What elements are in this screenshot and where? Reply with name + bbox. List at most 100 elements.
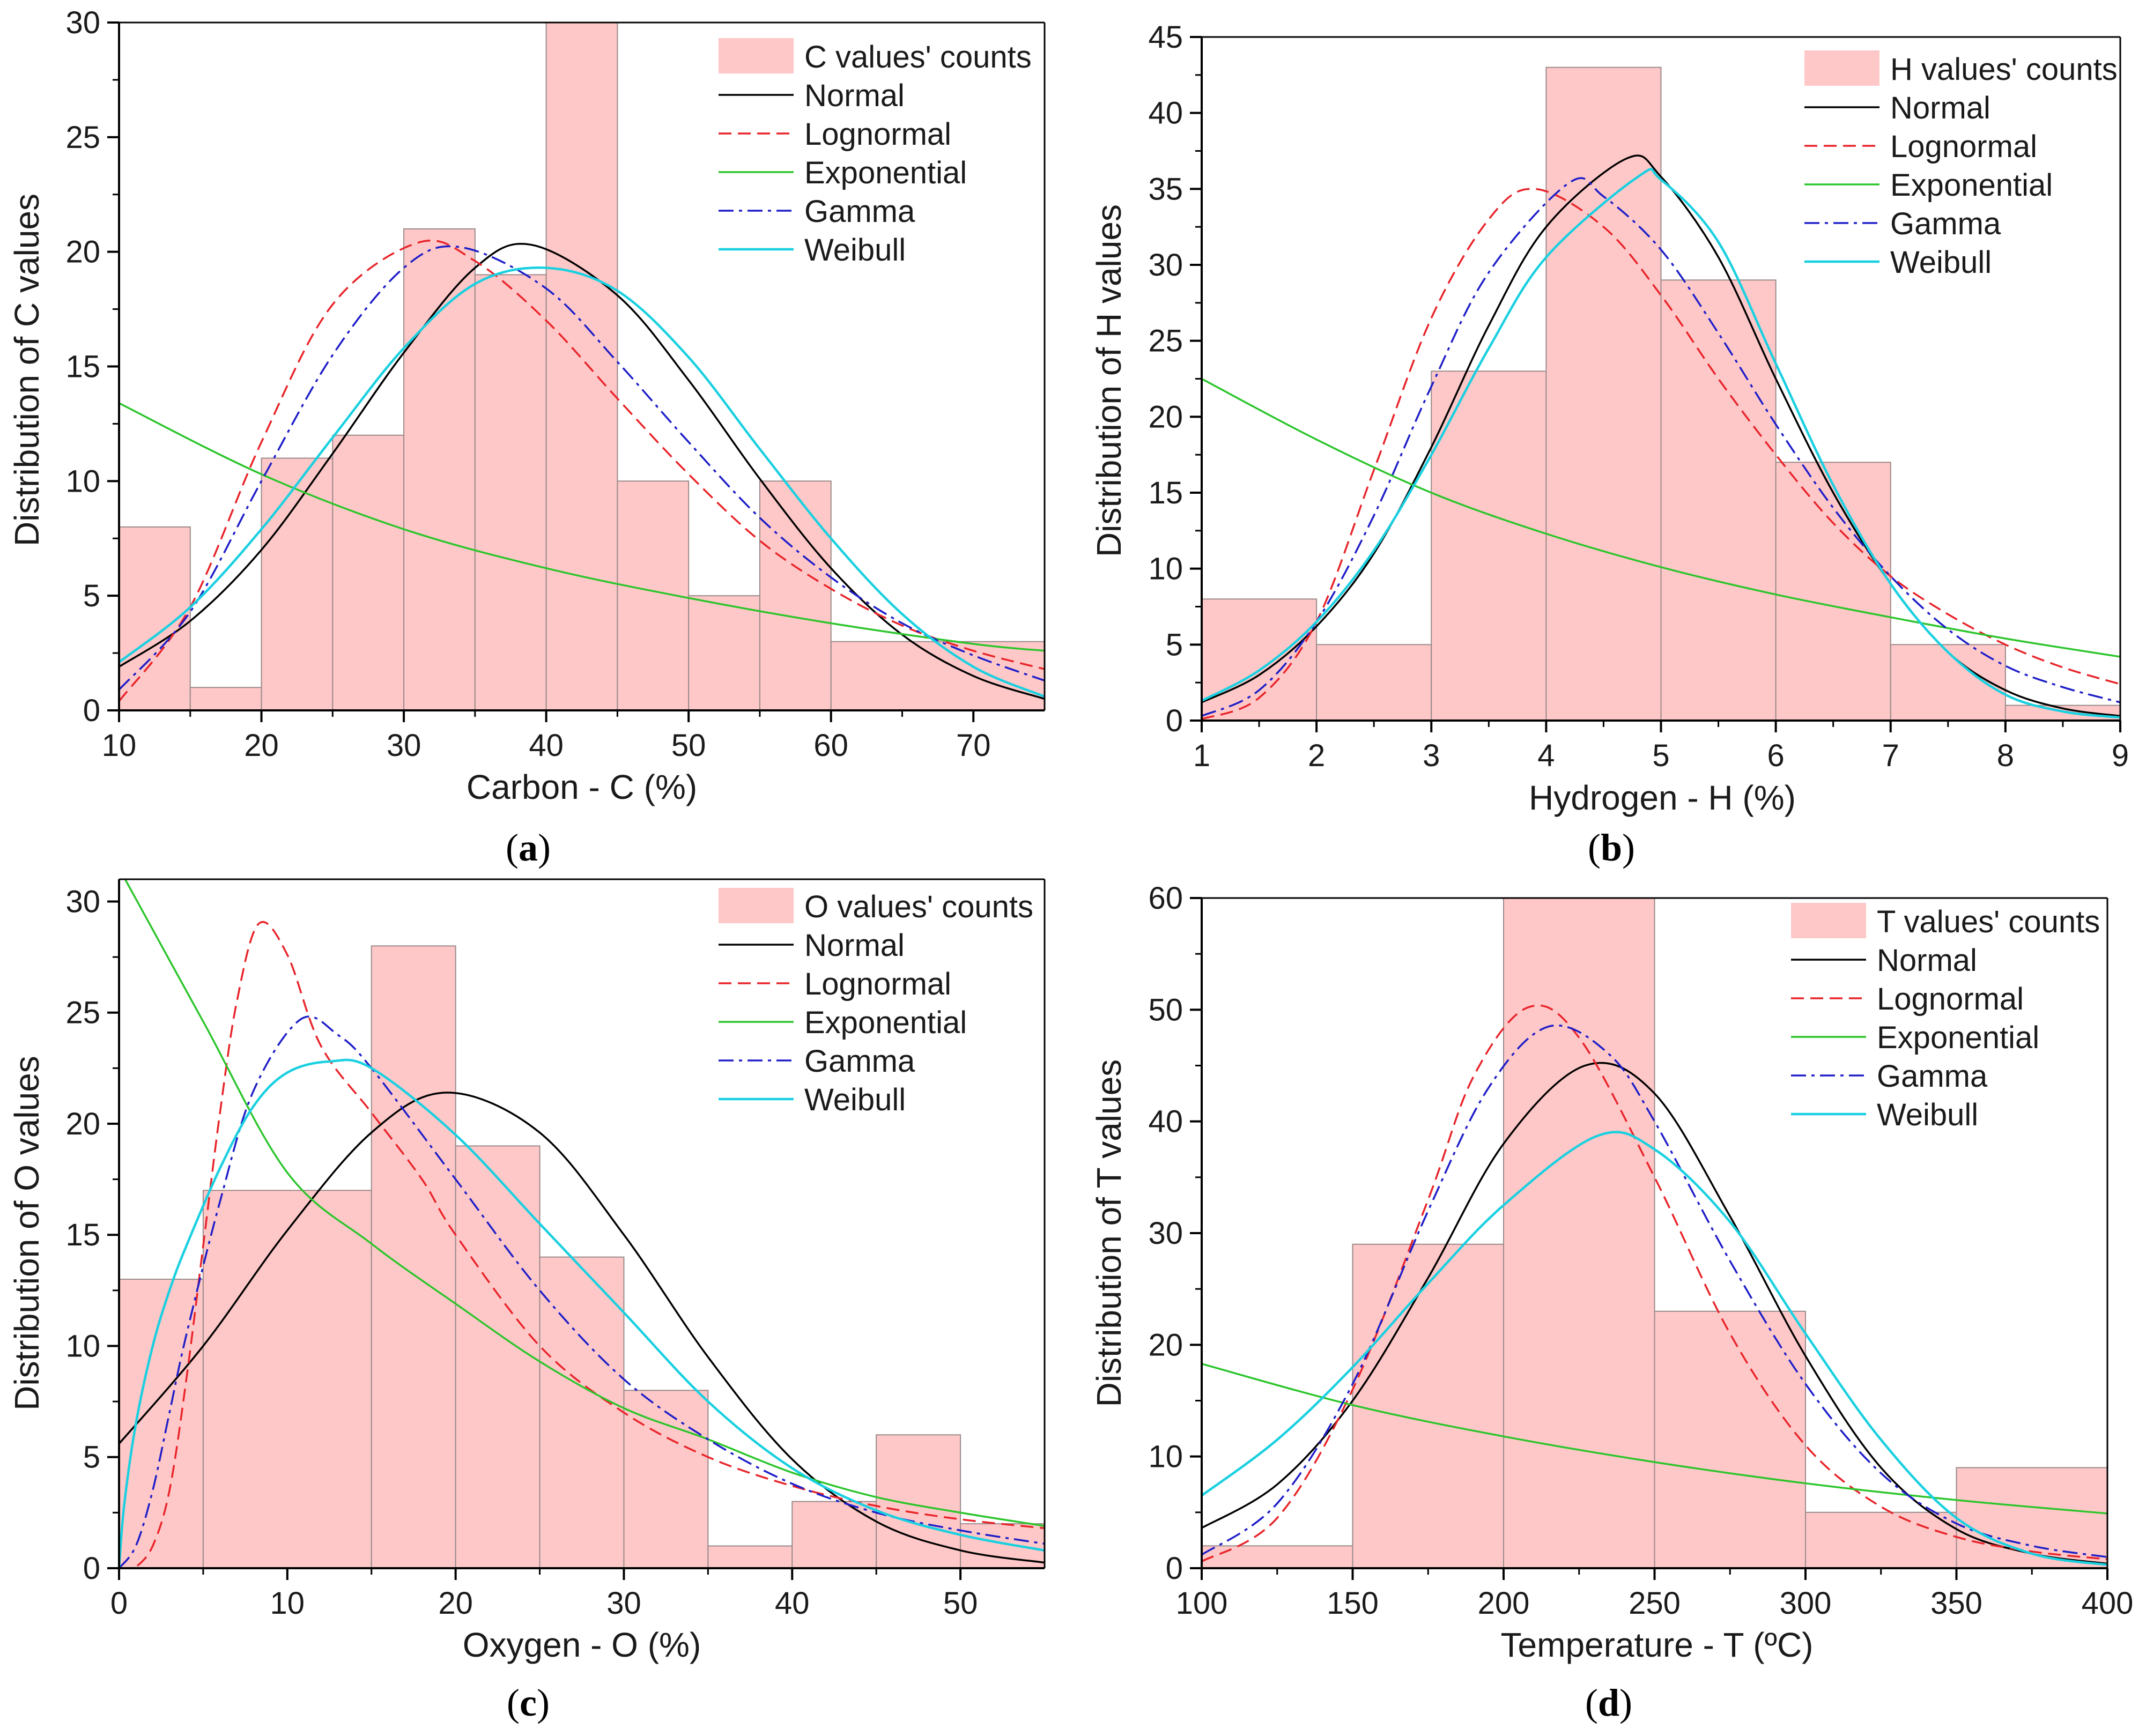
y-tick-label-c-1: 5 (83, 1440, 100, 1475)
x-tick-label-d-1: 150 (1327, 1586, 1379, 1621)
histogram-bar-d-4 (1805, 1511, 1957, 1568)
panel-b-legend: H values' counts Normal Lognormal Exponenti… (1804, 50, 2118, 280)
panel-b-ylabel: Distribution of H values (1090, 204, 1128, 557)
panel-c-legend: O values' counts Normal Lognormal Exponenti… (719, 888, 1033, 1117)
histogram-bar-d-0 (1202, 1545, 1353, 1568)
x-tick-label-c-2: 20 (438, 1586, 473, 1621)
x-tick-label-d-4: 300 (1780, 1586, 1832, 1621)
y-tick-label-a-5: 25 (65, 120, 100, 155)
x-tick-label-c-5: 50 (943, 1586, 978, 1621)
x-tick-label-a-6: 70 (956, 728, 991, 763)
legend-label-4-b: Gamma (1890, 206, 2001, 241)
panel-a-bars (119, 23, 1045, 710)
x-tick-label-a-2: 30 (387, 728, 421, 763)
y-tick-label-b-7: 35 (1148, 172, 1183, 206)
y-tick-label-a-0: 0 (83, 693, 100, 728)
panel-d: Distribution of T values Temperature - T… (1090, 881, 2133, 1724)
histogram-bar-a-0 (119, 526, 191, 710)
curve-exponential-a (119, 402, 1045, 652)
y-tick-label-d-3: 30 (1148, 1216, 1183, 1251)
y-tick-label-d-4: 40 (1148, 1104, 1183, 1139)
panel-d-xlabel: Temperature - T (ºC) (1501, 1626, 1814, 1664)
legend-label-3-a: Exponential (804, 155, 967, 190)
panel-c-ylabel: Distribution of O values (8, 1056, 46, 1411)
panel-d-ylabel: Distribution of T values (1090, 1059, 1128, 1407)
y-tick-label-c-0: 0 (83, 1551, 100, 1586)
legend-swatch-counts-c (719, 888, 794, 923)
histogram-bar-c-3 (455, 1145, 541, 1568)
legend-label-3-b: Exponential (1890, 168, 2053, 203)
x-tick-label-b-0: 1 (1193, 738, 1210, 773)
y-tick-label-b-3: 15 (1148, 476, 1183, 510)
x-tick-label-a-4: 50 (671, 728, 706, 763)
curve-normal-d (1202, 1062, 2107, 1565)
legend-label-5-b: Weibull (1890, 245, 1992, 280)
legend-label-3-c: Exponential (804, 1005, 967, 1040)
legend-label-1-d: Normal (1877, 943, 1977, 978)
y-tick-label-c-4: 20 (65, 1107, 100, 1141)
x-tick-label-c-3: 30 (606, 1586, 641, 1621)
y-tick-label-b-5: 25 (1148, 324, 1183, 359)
panel-d-caption-label: (d) (1585, 1681, 1632, 1724)
y-tick-label-d-5: 50 (1148, 992, 1183, 1027)
histogram-bar-c-1 (202, 1190, 372, 1568)
legend-label-0-a: C values' counts (804, 40, 1032, 75)
legend-label-2-d: Lognormal (1877, 982, 2024, 1017)
histogram-bar-d-2 (1503, 898, 1655, 1568)
histogram-bar-b-3 (1545, 66, 1662, 721)
legend-label-4-a: Gamma (804, 194, 915, 229)
y-tick-label-c-6: 30 (65, 884, 100, 919)
y-tick-label-b-2: 10 (1148, 552, 1183, 587)
histogram-bar-b-0 (1202, 598, 1318, 721)
x-tick-label-d-2: 200 (1478, 1586, 1530, 1621)
curve-exponential-c (124, 879, 1045, 1527)
x-tick-label-d-3: 250 (1629, 1586, 1681, 1621)
panel-c: Distribution of O values Oxygen - O (%) … (8, 878, 1046, 1724)
legend-swatch-counts-d (1791, 903, 1866, 938)
y-tick-label-d-2: 20 (1148, 1327, 1183, 1362)
y-tick-label-d-1: 10 (1148, 1440, 1183, 1474)
histogram-bar-a-10 (830, 641, 1045, 710)
y-tick-label-a-6: 30 (65, 5, 100, 40)
y-tick-label-c-5: 25 (65, 996, 100, 1030)
y-tick-label-a-3: 15 (65, 350, 100, 384)
legend-label-1-c: Normal (804, 928, 905, 963)
x-tick-label-b-6: 7 (1882, 738, 1899, 773)
legend-swatch-counts-b (1804, 50, 1879, 86)
legend-label-2-a: Lognormal (804, 117, 951, 152)
histogram-bar-b-1 (1316, 644, 1432, 721)
y-tick-label-b-6: 30 (1148, 248, 1183, 283)
histogram-bar-a-8 (688, 595, 760, 710)
x-tick-label-d-0: 100 (1176, 1586, 1228, 1621)
curve-gamma-a (119, 245, 1045, 691)
legend-label-5-a: Weibull (804, 233, 906, 268)
curve-weibull-b (1202, 168, 2120, 719)
y-tick-label-d-0: 0 (1166, 1551, 1183, 1586)
legend-label-5-d: Weibull (1877, 1097, 1978, 1132)
panel-c-curves (119, 879, 1045, 1568)
x-tick-label-a-0: 10 (102, 728, 137, 763)
x-tick-label-a-3: 40 (529, 728, 564, 763)
x-tick-label-c-1: 10 (270, 1586, 305, 1621)
y-tick-label-b-1: 5 (1166, 627, 1183, 662)
panel-b-caption-label: (b) (1588, 826, 1635, 869)
legend-label-0-b: H values' counts (1890, 52, 2118, 87)
curve-gamma-c (119, 1015, 1045, 1568)
legend-label-1-a: Normal (804, 78, 905, 113)
x-tick-label-b-2: 3 (1423, 738, 1440, 773)
legend-label-4-d: Gamma (1877, 1059, 1988, 1094)
y-tick-label-b-4: 20 (1148, 399, 1183, 434)
histogram-bar-b-4 (1660, 279, 1777, 721)
x-tick-label-b-3: 4 (1537, 738, 1555, 773)
y-tick-label-a-4: 20 (65, 235, 100, 270)
panel-b-curves (1202, 154, 2120, 720)
legend-label-3-d: Exponential (1877, 1020, 2039, 1055)
curve-weibull-d (1202, 1131, 2107, 1567)
x-tick-label-b-7: 8 (1997, 738, 2014, 773)
histogram-bar-b-2 (1431, 370, 1547, 721)
panel-b-letter: b (1601, 826, 1622, 869)
histogram-bar-c-0 (119, 1279, 204, 1568)
curve-lognormal-b (1202, 188, 2120, 720)
